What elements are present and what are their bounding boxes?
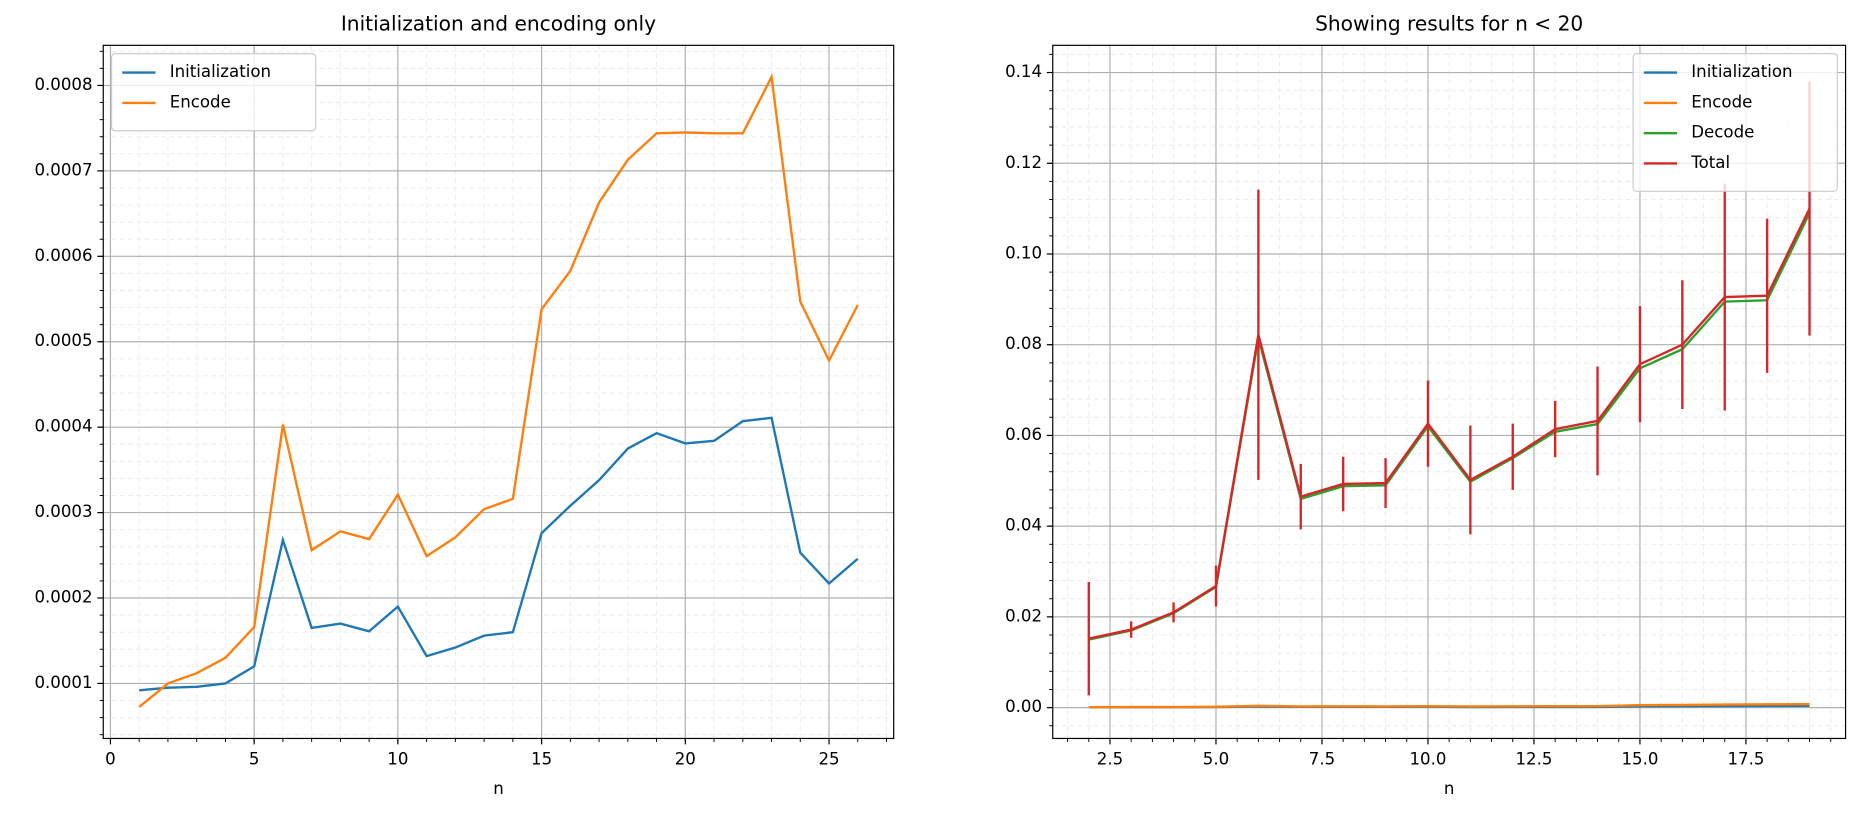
y-tick-label: 0.0006	[34, 246, 92, 265]
x-tick-label: 7.5	[1309, 749, 1335, 768]
x-tick-label: 10	[387, 749, 408, 768]
x-tick-label: 12.5	[1515, 749, 1552, 768]
chart-title: Showing results for n < 20	[1315, 12, 1583, 36]
legend-label: Initialization	[170, 62, 271, 81]
x-tick-label: 10.0	[1409, 749, 1446, 768]
legend-box	[1632, 53, 1838, 192]
legend-label: Encode	[1691, 92, 1752, 111]
y-tick-label: 0.00	[1005, 697, 1042, 716]
y-tick-label: 0.08	[1005, 334, 1042, 353]
series-line	[1088, 208, 1811, 640]
axes-frame	[1052, 44, 1847, 740]
y-tick-label: 0.02	[1005, 606, 1042, 625]
y-tick-label: 0.0002	[34, 588, 92, 607]
x-tick-label: 15.0	[1621, 749, 1658, 768]
y-tick-label: 0.04	[1005, 516, 1042, 535]
axes: 0 5 10 15 20 25 0.0001 0.0002 0.0003 0.0004 0.0005…	[34, 12, 895, 798]
series-line	[139, 416, 859, 692]
series-line	[1088, 703, 1810, 709]
y-tick-label: 0.14	[1005, 62, 1042, 81]
x-tick-label: 17.5	[1727, 749, 1764, 768]
y-tick-label: 0.06	[1005, 425, 1042, 444]
y-tick-label: 0.12	[1005, 153, 1042, 172]
y-tick-label: 0.0003	[34, 502, 92, 521]
y-tick-label: 0.0004	[34, 417, 92, 436]
x-tick-label: 5	[249, 749, 260, 768]
legend-box	[110, 53, 317, 132]
y-tick-label: 0.0008	[34, 75, 92, 94]
legend-label: Decode	[1691, 123, 1754, 142]
axes: 2.5 5.0 7.5 10.0 12.5 15.0 17.5 0.00 0.02 0.04 0.0…	[1005, 12, 1847, 798]
y-tick-label: 0.0007	[34, 160, 92, 179]
x-tick-label: 25	[818, 749, 839, 768]
y-tick-label: 0.10	[1005, 243, 1042, 262]
series-line	[138, 72, 859, 708]
x-tick-label: 0	[105, 749, 116, 768]
x-tick-label: 20	[675, 749, 696, 768]
chart-title: Initialization and encoding only	[341, 12, 656, 36]
legend-label: Total	[1690, 153, 1730, 172]
x-axis-label: n	[1444, 779, 1455, 798]
axes-frame	[102, 44, 895, 740]
legend-label: Initialization	[1691, 62, 1792, 81]
legend: Initialization Encode Decode Total	[1632, 53, 1838, 192]
x-tick-label: 5.0	[1203, 749, 1229, 768]
x-tick-label: 2.5	[1097, 749, 1123, 768]
y-tick-label: 0.0001	[34, 673, 92, 692]
x-tick-label: 15	[531, 749, 552, 768]
legend-label: Encode	[170, 92, 231, 111]
legend: Initialization Encode	[110, 53, 317, 132]
series-line	[1088, 212, 1811, 641]
x-axis-label: n	[493, 779, 504, 798]
y-tick-label: 0.0005	[34, 331, 92, 350]
